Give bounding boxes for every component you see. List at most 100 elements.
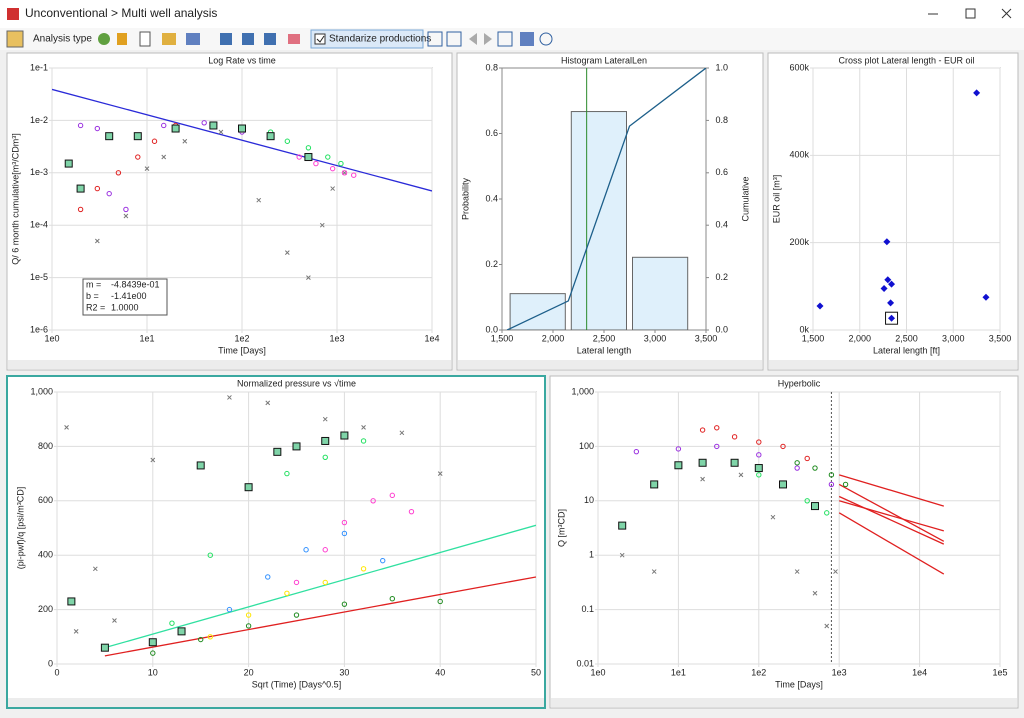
check	[316, 35, 325, 43]
chart-title: Normalized pressure vs √time	[237, 378, 356, 388]
x-axis-label: Sqrt (Time) [Days^0.5]	[252, 679, 341, 689]
chart-title: Hyperbolic	[778, 378, 821, 388]
marker	[756, 452, 762, 458]
plot-content	[506, 68, 706, 330]
tool-icon[interactable]	[139, 31, 151, 47]
tool-icon[interactable]	[539, 32, 553, 46]
series-line	[104, 576, 536, 657]
y-tick-label: 1e-1	[30, 62, 48, 72]
tool-icon[interactable]	[242, 33, 254, 45]
marker	[322, 547, 328, 553]
marker	[338, 160, 344, 167]
y-tick-label: 0.2	[485, 259, 498, 269]
stats-value: -1.41e00	[111, 291, 147, 301]
marker	[123, 213, 129, 219]
tool-icon[interactable]	[186, 33, 200, 45]
tool-icon[interactable]	[484, 33, 492, 45]
close[interactable]	[1001, 8, 1012, 19]
y2-axis-label: Cumulative	[740, 176, 750, 221]
marker	[94, 185, 101, 192]
marker	[265, 574, 271, 580]
selection-box	[885, 311, 899, 325]
x-tick-label: 1e0	[44, 333, 59, 343]
marker	[227, 395, 232, 400]
y-axis-label: EUR oil [m³]	[771, 175, 781, 224]
marker	[135, 154, 141, 160]
marker	[973, 89, 981, 97]
marker	[675, 446, 682, 452]
marker	[150, 650, 156, 656]
stats-label: R2 =	[86, 302, 105, 312]
tool-icon[interactable]	[220, 33, 232, 45]
marker	[304, 153, 313, 162]
marker	[731, 434, 738, 440]
series-line	[838, 512, 945, 575]
marker	[293, 579, 300, 586]
marker	[399, 430, 405, 436]
x-tick-label: 1e3	[329, 333, 344, 343]
tool-icon[interactable]	[264, 33, 276, 45]
x-tick-label: 1e5	[992, 667, 1007, 677]
tool-icon[interactable]	[98, 33, 110, 45]
x-axis-label: Lateral length	[577, 345, 632, 355]
marker	[804, 455, 810, 462]
x-tick-label: 1e1	[139, 333, 154, 343]
tool-icon[interactable]	[6, 30, 24, 48]
y-tick-label: 100	[579, 441, 594, 451]
marker	[828, 481, 835, 488]
x-axis-label: Time [Days]	[218, 345, 266, 355]
marker	[238, 124, 246, 133]
tool-icon[interactable]	[469, 33, 477, 45]
standardize-toggle[interactable]	[310, 29, 424, 49]
marker	[161, 122, 167, 129]
marker	[842, 481, 849, 488]
marker	[780, 443, 786, 450]
marker	[325, 154, 331, 160]
y-tick-label: 0.1	[581, 604, 594, 614]
y2-tick-label: 1.0	[715, 62, 728, 72]
tool-icon[interactable]	[117, 33, 127, 45]
plot-content	[52, 88, 432, 280]
standardize-label[interactable]: Standarize productions	[329, 34, 431, 45]
tool-icon[interactable]	[162, 33, 176, 45]
marker	[884, 276, 892, 284]
marker	[151, 138, 158, 144]
y-axis-label: Q [m³CD]	[556, 509, 566, 547]
y-tick-label: 10	[584, 495, 594, 505]
tool-icon[interactable]	[446, 31, 462, 47]
stats-value: -4.8439e-01	[111, 279, 160, 289]
maximize[interactable]	[965, 8, 976, 19]
marker	[112, 618, 117, 623]
tool-icon[interactable]	[520, 32, 534, 46]
marker	[198, 636, 204, 643]
marker	[341, 601, 348, 607]
marker	[313, 160, 319, 167]
series-line	[52, 88, 432, 192]
marker	[73, 629, 79, 634]
marker	[699, 427, 706, 433]
y-tick-label: 200k	[789, 237, 809, 247]
x-axis-label: Time [Days]	[775, 679, 823, 689]
marker	[284, 138, 291, 144]
y-tick-label: 1	[589, 550, 594, 560]
marker	[218, 129, 224, 135]
tool-icon[interactable]	[288, 34, 300, 44]
marker	[100, 643, 109, 652]
marker	[888, 314, 896, 322]
marker	[794, 465, 800, 471]
checkbox[interactable]	[314, 33, 326, 45]
y-tick-label: 0.01	[576, 658, 594, 668]
marker	[698, 458, 707, 467]
tool-icon[interactable]	[427, 31, 443, 47]
marker	[714, 425, 720, 431]
x-tick-label: 3,500	[989, 333, 1012, 343]
marker	[833, 569, 838, 574]
tool-icon[interactable]	[497, 31, 513, 47]
x-tick-label: 3,000	[942, 333, 965, 343]
analysis-type[interactable]: Analysis type	[33, 34, 92, 45]
x-tick-label: 1,500	[802, 333, 825, 343]
marker	[67, 597, 76, 606]
marker	[714, 443, 720, 450]
series-line	[104, 524, 536, 649]
